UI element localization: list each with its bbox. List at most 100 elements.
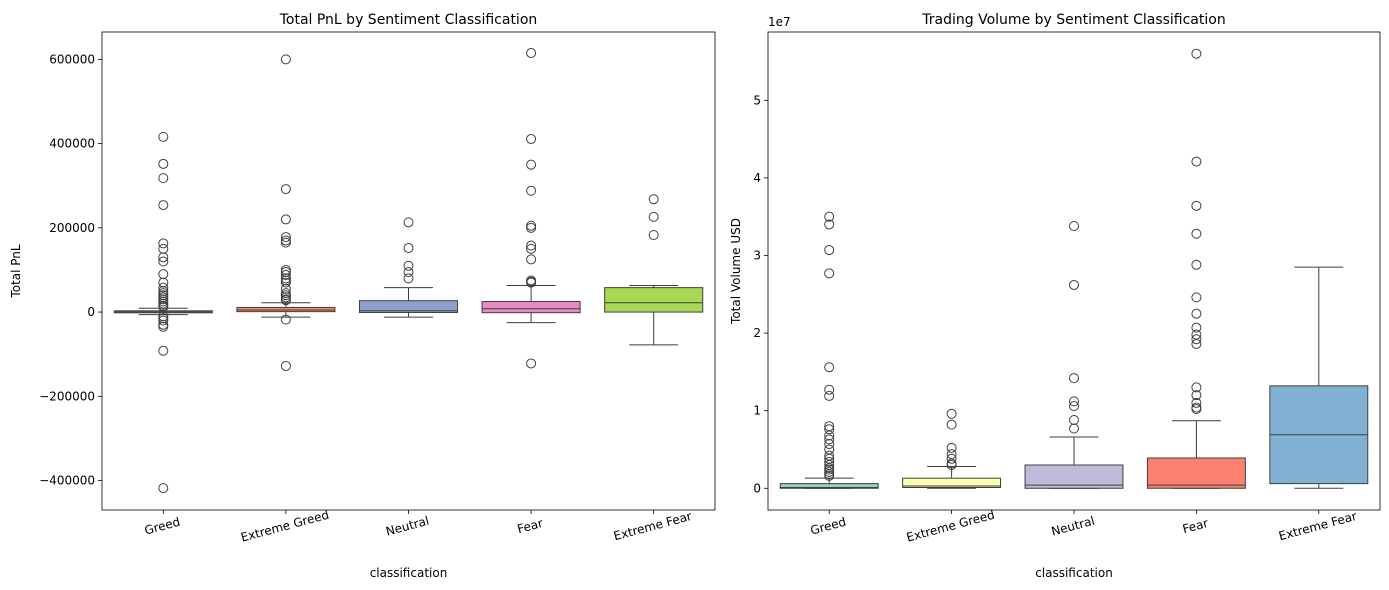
volume-y-axis-label: Total Volume USD [729,218,743,325]
iqr-box [779,483,879,489]
outlier-point [824,439,835,450]
outlier-point [280,54,291,65]
outlier-point [1191,292,1202,303]
pnl-y-axis-label: Total PnL [9,244,23,298]
outlier-point [526,254,537,265]
outlier-point [1191,156,1202,167]
outlier-point [824,384,835,395]
iqr-box [1146,457,1246,489]
outlier-point [824,424,835,435]
pnl-y-tick-label: −400000 [39,474,95,488]
outlier-point [526,240,537,251]
volume-plot-frame [767,31,1381,511]
pnl-box-neutral [358,217,459,318]
outlier-point [1191,228,1202,239]
outlier-point [824,268,835,279]
outlier-point [1191,404,1202,415]
outlier-point [158,243,169,254]
outlier-point [1191,308,1202,319]
volume-box-extreme-fear [1269,266,1369,489]
pnl-y-tick-label: 0 [87,305,95,319]
outlier-point [946,453,957,464]
outlier-point [280,277,291,288]
pnl-plot-area [102,32,715,510]
outlier-point [1191,390,1202,401]
outlier-point [403,267,414,278]
volume-x-tick-label: Fear [1181,516,1210,536]
outlier-point [824,470,835,481]
volume-box-extreme-greed [902,408,1002,489]
outlier-point [648,194,659,205]
pnl-x-tick-label: Extreme Greed [239,508,330,545]
outlier-point [280,232,291,243]
volume-y-tick-label: 2 [753,326,761,340]
outlier-point [824,219,835,230]
outlier-point [158,483,169,494]
volume-y-tick-label: 3 [753,248,761,262]
outlier-point [946,459,957,470]
pnl-y-tick-label: 200000 [49,221,95,235]
outlier-point [280,314,291,325]
iqr-box [902,477,1002,488]
outlier-point [648,229,659,240]
outlier-point [526,159,537,170]
outlier-point [1069,279,1079,290]
outlier-point [824,464,835,475]
outlier-point [158,256,169,267]
outlier-point [1069,401,1079,412]
outlier-point [158,269,169,280]
outlier-point [824,245,835,256]
outlier-point [1069,423,1079,434]
pnl-box-extreme-greed [236,54,336,371]
outlier-point [280,283,291,294]
volume-x-axis-label: classification [1035,566,1113,580]
volume-x-tick-label: Neutral [1050,514,1096,539]
outlier-point [280,237,291,248]
outlier-point [526,243,537,254]
outlier-point [824,466,835,477]
outlier-point [526,277,537,288]
volume-y-tick-label: 0 [753,481,761,495]
volume-y-tick-label: 5 [753,93,761,107]
outlier-point [280,214,291,225]
volume-x-tick-label: Greed [809,515,848,538]
volume-y-tick-label: 4 [753,171,761,185]
pnl-box-greed [113,131,213,494]
pnl-x-tick-label: Greed [143,515,182,538]
outlier-point [1069,396,1079,407]
iqr-box [358,300,459,313]
outlier-point [158,315,169,326]
pnl-y-tick-label: −200000 [39,389,95,403]
outlier-point [158,277,169,288]
outlier-point [158,131,169,142]
volume-box-neutral [1024,220,1124,489]
outlier-point [946,408,957,419]
pnl-plot-frame [101,31,716,511]
outlier-point [946,442,957,453]
outlier-point [824,434,835,445]
outlier-point [158,282,169,293]
outlier-point [946,419,957,430]
pnl-y-tick-label: 400000 [49,137,95,151]
outlier-point [403,273,414,284]
pnl-chart-panel: Total PnL by Sentiment Classification −4… [9,12,716,580]
outlier-point [403,260,414,271]
volume-box-fear [1146,48,1246,489]
volume-y-tick-label: 1 [753,404,761,418]
pnl-chart-title: Total PnL by Sentiment Classification [279,12,538,28]
outlier-point [158,158,169,169]
outlier-point [1191,338,1202,349]
pnl-y-tick-label: 600000 [49,52,95,66]
outlier-point [280,270,291,281]
outlier-point [1191,334,1202,345]
outlier-point [824,362,835,373]
outlier-point [526,358,537,369]
outlier-point [526,133,537,144]
outlier-point [280,184,291,195]
iqr-box [481,301,581,314]
pnl-x-axis-label: classification [370,566,448,580]
outlier-point [1191,382,1202,393]
outlier-point [824,211,835,222]
outlier-point [824,456,835,467]
